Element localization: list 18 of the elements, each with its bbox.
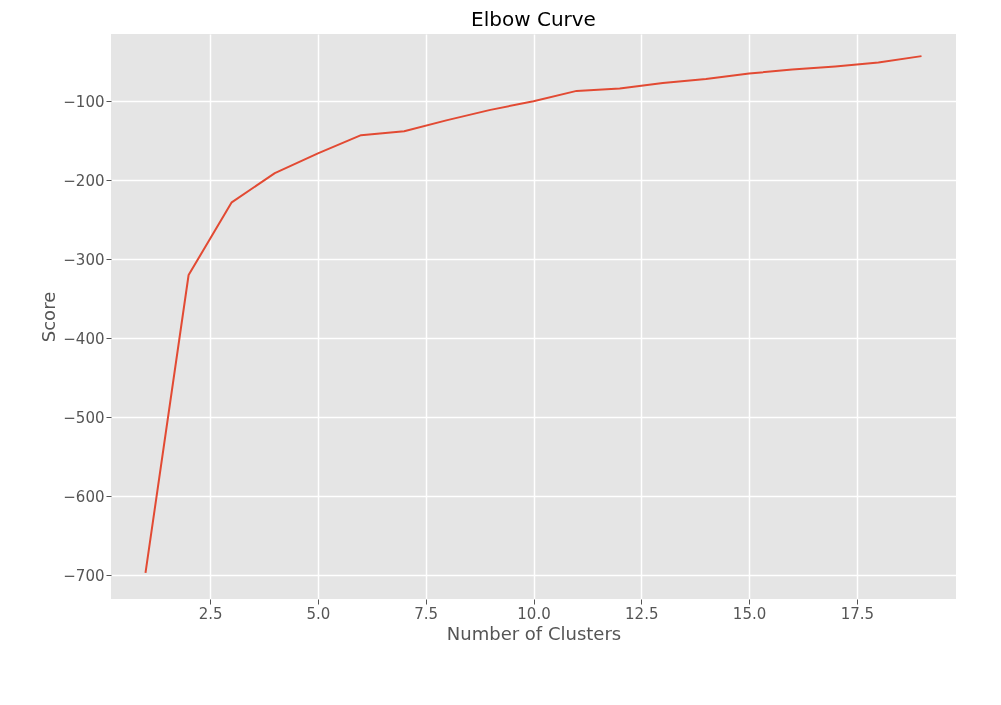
y-axis-title: Score: [38, 291, 60, 343]
y-tick-label: −700: [63, 566, 105, 585]
x-tick-label: 7.5: [414, 604, 439, 623]
x-axis-title: Number of Clusters: [446, 622, 622, 644]
x-tick-label: 17.5: [840, 604, 875, 623]
x-tick-label: 15.0: [732, 604, 767, 623]
y-tick-label: −500: [63, 408, 105, 427]
y-tick-label: −400: [63, 329, 105, 348]
y-tick-label: −300: [63, 250, 105, 269]
x-tick-label: 10.0: [517, 604, 551, 623]
line-series: [144, 55, 923, 574]
chart-title: Elbow Curve: [471, 7, 596, 31]
y-tick-label: −200: [63, 171, 105, 190]
y-tick-label: −100: [63, 92, 105, 111]
y-tick-label: −600: [63, 487, 105, 506]
x-tick-label: 2.5: [198, 604, 223, 623]
x-tick-label: 5.0: [306, 604, 331, 623]
x-tick-label: 12.5: [625, 604, 659, 623]
